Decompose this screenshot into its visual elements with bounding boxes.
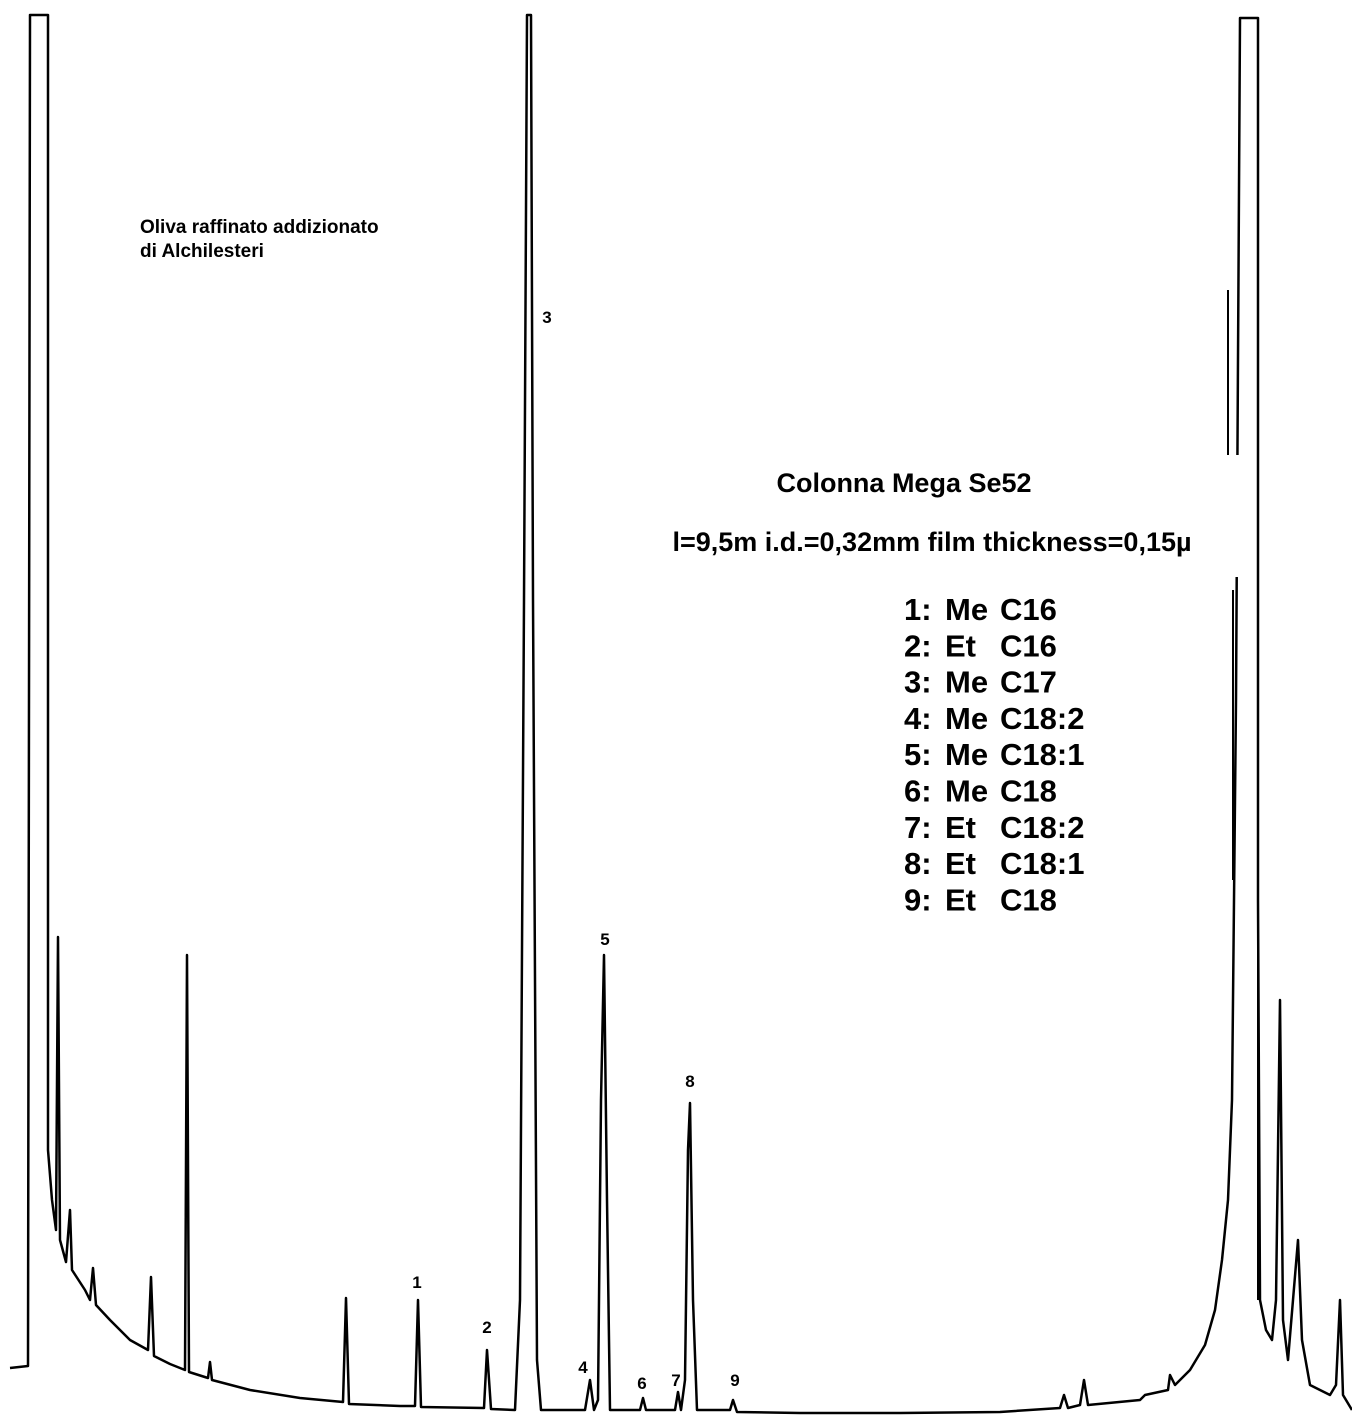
column-title: Colonna Mega Se52 [776, 468, 1031, 498]
legend-ester: Me [945, 774, 988, 809]
peak-label: 3 [542, 308, 551, 327]
legend: 1: Me C16 2: Et C16 3: Me C17 4: Me C18:2 5: Me C18:1 6… [904, 592, 1084, 917]
legend-acid: C18 [1000, 774, 1057, 809]
legend-acid: C18:2 [1000, 810, 1084, 845]
legend-ester: Me [945, 665, 988, 700]
legend-id: 5: [904, 737, 932, 772]
peak-label: 8 [685, 1072, 694, 1091]
trace-noise [1227, 290, 1259, 1300]
column-specs: l=9,5m i.d.=0,32mm film thickness=0,15µ [672, 527, 1191, 557]
legend-id: 4: [904, 701, 932, 736]
peak-label: 7 [671, 1371, 680, 1390]
peak-label: 1 [412, 1273, 421, 1292]
legend-ester: Et [945, 882, 976, 917]
legend-ester: Et [945, 628, 976, 663]
legend-ester: Et [945, 810, 976, 845]
legend-acid: C16 [1000, 592, 1057, 627]
sample-label: di Alchilesteri [140, 241, 264, 262]
peak-label: 6 [637, 1374, 646, 1393]
legend-id: 6: [904, 774, 932, 809]
legend-acid: C18:2 [1000, 701, 1084, 736]
trace [9, 13, 1352, 1415]
legend-ester: Me [945, 737, 988, 772]
peak-label: 2 [482, 1318, 491, 1337]
label-background [610, 455, 1256, 577]
legend-acid: C17 [1000, 665, 1057, 700]
legend-ester: Me [945, 592, 988, 627]
legend-acid: C18 [1000, 882, 1057, 917]
peak-label: 5 [600, 930, 609, 949]
legend-acid: C16 [1000, 628, 1057, 663]
legend-id: 8: [904, 846, 932, 881]
legend-ester: Me [945, 701, 988, 736]
legend-ester: Et [945, 846, 976, 881]
peak-label: 9 [730, 1371, 739, 1390]
peak-label: 4 [578, 1358, 588, 1377]
legend-acid: C18:1 [1000, 846, 1084, 881]
legend-id: 7: [904, 810, 932, 845]
legend-id: 3: [904, 665, 932, 700]
sample-label: Oliva raffinato addizionato [140, 217, 379, 238]
legend-acid: C18:1 [1000, 737, 1084, 772]
legend-id: 9: [904, 882, 932, 917]
legend-id: 1: [904, 592, 932, 627]
legend-id: 2: [904, 628, 932, 663]
